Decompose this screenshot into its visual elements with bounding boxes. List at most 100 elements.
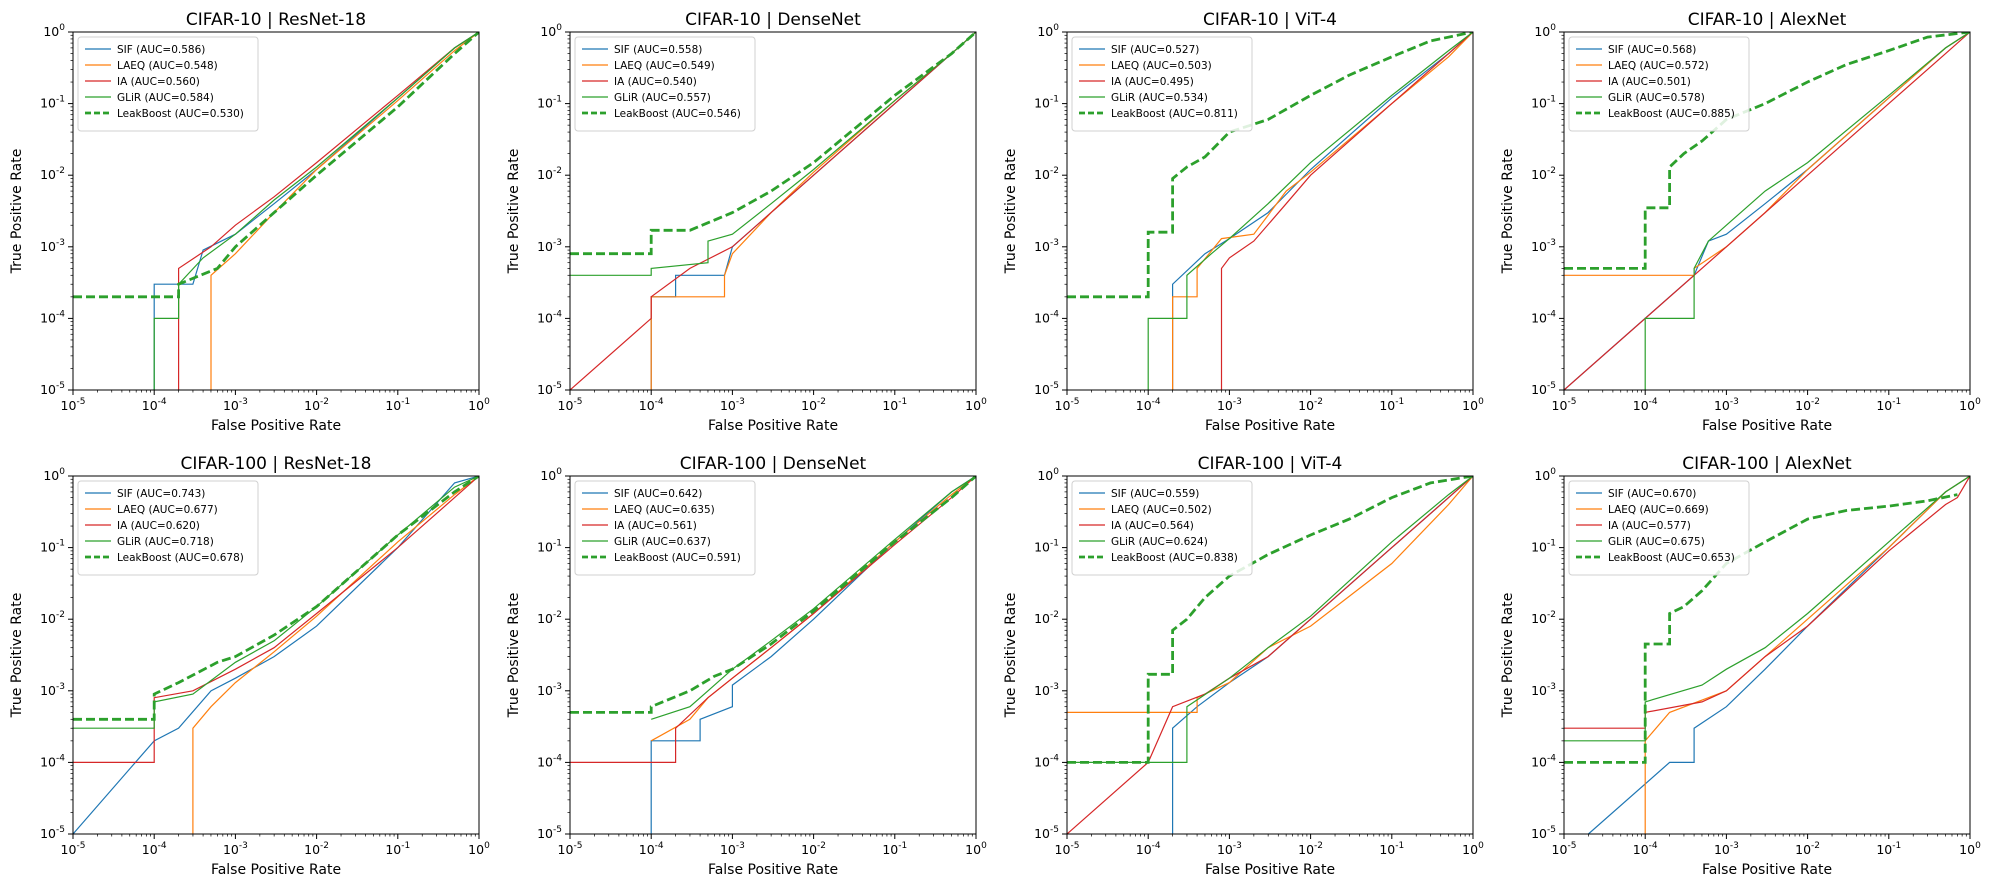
x-axis-label: False Positive Rate — [1702, 862, 1832, 878]
plot-frame — [1066, 31, 1474, 391]
subplot-1: CIFAR-10 | ResNet-18 10-5 10-4 10-3 10-2 10-1… — [9, 10, 490, 434]
subplot-title: CIFAR-100 | ViT-4 — [1198, 454, 1343, 474]
x-tick-label: 10-2 — [304, 397, 329, 413]
x-axis-label: False Positive Rate — [1702, 418, 1832, 434]
series-group — [570, 32, 976, 390]
y-tick-label: 10-1 — [1531, 539, 1556, 555]
x-tick-label: 10-4 — [639, 841, 664, 857]
series-line-leakboost — [1564, 493, 1958, 764]
y-tick-label: 10-1 — [537, 539, 562, 555]
legend-label-sif: SIF (AUC=0.743) — [117, 488, 205, 500]
legend-label-laeq: LAEQ (AUC=0.677) — [117, 504, 218, 516]
subplot-3: CIFAR-10 | ViT-4 10-5 10-4 10-3 10-2 10-1 100 1… — [1003, 10, 1484, 434]
legend-label-laeq: LAEQ (AUC=0.548) — [117, 60, 218, 72]
y-tick-label: 10-4 — [40, 309, 65, 325]
legend: SIF (AUC=0.558) LAEQ (AUC=0.549) IA (AUC=0… — [574, 36, 756, 132]
y-tick-label: 10-3 — [537, 682, 562, 698]
legend-label-laeq: LAEQ (AUC=0.549) — [614, 60, 715, 72]
series-group — [1067, 32, 1473, 390]
legend-label-glir: GLiR (AUC=0.578) — [1608, 92, 1705, 104]
series-group — [1564, 476, 1970, 834]
legend-label-leakboost: LeakBoost (AUC=0.678) — [117, 552, 244, 564]
legend-label-ia: IA (AUC=0.620) — [117, 520, 200, 532]
x-tick-label: 10-3 — [1217, 397, 1242, 413]
x-tick-label: 10-4 — [142, 841, 167, 857]
x-tick-label: 10-5 — [1552, 841, 1577, 857]
x-axis-label: False Positive Rate — [708, 418, 838, 434]
series-line-sif — [650, 476, 976, 834]
x-tick-label: 10-2 — [304, 841, 329, 857]
legend-label-ia: IA (AUC=0.577) — [1608, 520, 1691, 532]
x-axis-label: False Positive Rate — [211, 862, 341, 878]
y-tick-label: 10-2 — [1531, 610, 1556, 626]
x-tick-label: 10-4 — [639, 397, 664, 413]
series-group — [570, 476, 976, 834]
subplot-title: CIFAR-10 | DenseNet — [685, 10, 861, 30]
legend: SIF (AUC=0.586) LAEQ (AUC=0.548) IA (AUC=0… — [77, 36, 259, 132]
x-tick-label: 10-3 — [1714, 841, 1739, 857]
plot-frame — [569, 31, 977, 391]
legend-label-laeq: LAEQ (AUC=0.635) — [614, 504, 715, 516]
y-tick-label: 10-5 — [537, 381, 562, 397]
x-tick-label: 10-1 — [1876, 841, 1901, 857]
x-tick-label: 10-3 — [1217, 841, 1242, 857]
x-tick-label: 10-3 — [223, 841, 248, 857]
y-tick-label: 10-1 — [537, 95, 562, 111]
series-line-ia — [1220, 32, 1473, 390]
legend-label-ia: IA (AUC=0.495) — [1111, 76, 1194, 88]
series-line-laeq — [210, 32, 479, 390]
subplot-6: CIFAR-100 | DenseNet 10-5 10-4 10-3 10-2 10-1… — [506, 454, 987, 878]
legend-label-ia: IA (AUC=0.501) — [1608, 76, 1691, 88]
y-tick-label: 10-3 — [1034, 682, 1059, 698]
y-tick-label: 10-4 — [537, 753, 562, 769]
x-tick-label: 10-1 — [882, 397, 907, 413]
series-line-laeq — [192, 476, 479, 834]
legend-label-glir: GLiR (AUC=0.718) — [117, 536, 214, 548]
x-tick-label: 10-1 — [385, 841, 410, 857]
series-line-leakboost — [570, 476, 976, 714]
legend-label-sif: SIF (AUC=0.586) — [117, 44, 205, 56]
x-tick-label: 10-2 — [1298, 841, 1323, 857]
y-axis-label: True Positive Rate — [9, 149, 25, 275]
subplot-5: CIFAR-100 | ResNet-18 10-5 10-4 10-3 10-2 10-… — [9, 454, 490, 878]
y-tick-label: 100 — [43, 467, 65, 483]
series-group — [73, 32, 479, 390]
series-line-ia — [1067, 476, 1473, 834]
x-tick-label: 100 — [1462, 397, 1484, 413]
y-tick-label: 10-2 — [537, 166, 562, 182]
y-axis-label: True Positive Rate — [9, 593, 25, 719]
legend-label-sif: SIF (AUC=0.670) — [1608, 488, 1696, 500]
x-tick-label: 100 — [1959, 841, 1981, 857]
legend-label-leakboost: LeakBoost (AUC=0.811) — [1111, 108, 1238, 120]
subplot-4: CIFAR-10 | AlexNet 10-5 10-4 10-3 10-2 10-1 10… — [1500, 10, 1981, 434]
series-line-ia — [73, 476, 479, 764]
x-tick-label: 100 — [965, 397, 987, 413]
series-line-ia — [570, 32, 976, 390]
legend-label-laeq: LAEQ (AUC=0.503) — [1111, 60, 1212, 72]
y-axis-label: True Positive Rate — [1500, 149, 1516, 275]
y-tick-label: 10-4 — [1531, 309, 1556, 325]
legend-label-ia: IA (AUC=0.560) — [117, 76, 200, 88]
y-tick-label: 10-5 — [1531, 825, 1556, 841]
legend-label-sif: SIF (AUC=0.642) — [614, 488, 702, 500]
legend-box — [574, 480, 756, 576]
subplot-7: CIFAR-100 | ViT-4 10-5 10-4 10-3 10-2 10-1 100… — [1003, 454, 1484, 878]
legend-label-ia: IA (AUC=0.561) — [614, 520, 697, 532]
y-tick-label: 10-3 — [40, 238, 65, 254]
subplot-8: CIFAR-100 | AlexNet 10-5 10-4 10-3 10-2 10-1 1… — [1500, 454, 1981, 878]
legend-label-leakboost: LeakBoost (AUC=0.530) — [117, 108, 244, 120]
series-group — [73, 476, 479, 834]
y-tick-label: 10-3 — [40, 682, 65, 698]
x-tick-label: 100 — [1462, 841, 1484, 857]
y-tick-label: 100 — [1534, 23, 1556, 39]
y-tick-label: 100 — [43, 23, 65, 39]
x-tick-label: 10-5 — [558, 841, 583, 857]
x-tick-label: 10-5 — [61, 397, 86, 413]
plot-frame — [72, 31, 480, 391]
legend-label-leakboost: LeakBoost (AUC=0.838) — [1111, 552, 1238, 564]
x-tick-label: 10-1 — [1876, 397, 1901, 413]
legend-label-leakboost: LeakBoost (AUC=0.653) — [1608, 552, 1735, 564]
y-tick-label: 100 — [540, 467, 562, 483]
series-line-glir — [1147, 32, 1473, 390]
